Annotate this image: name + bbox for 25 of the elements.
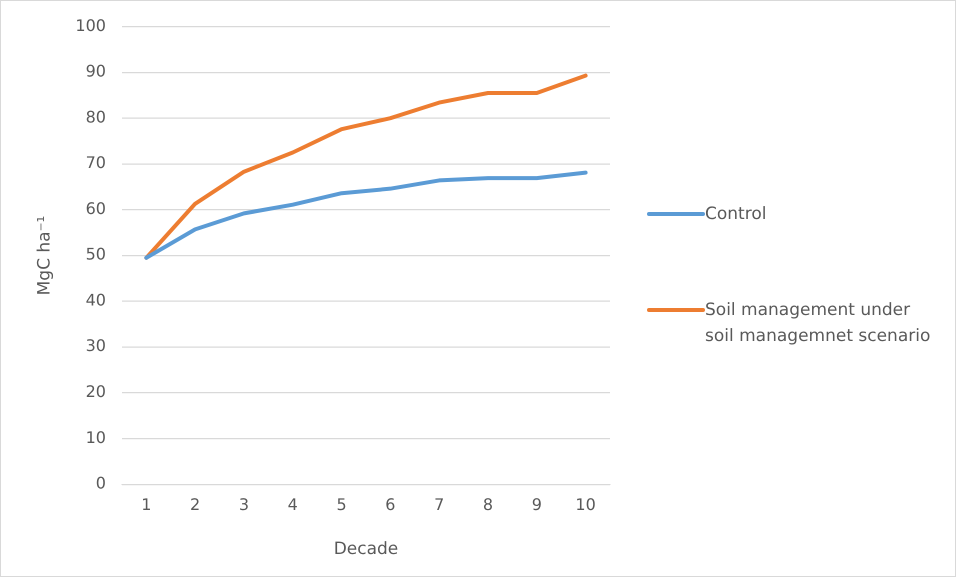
y-tick-label: 90 (86, 62, 106, 81)
y-tick-label: 30 (86, 336, 106, 356)
x-tick-label: 9 (532, 495, 542, 514)
x-tick-label: 7 (434, 495, 444, 514)
x-tick-label: 2 (190, 495, 200, 514)
y-tick-label: 70 (86, 153, 106, 172)
y-tick-label: 80 (86, 107, 106, 126)
legend-label: Control (705, 203, 768, 226)
x-tick-label: 10 (575, 495, 596, 514)
x-tick-label: 3 (238, 495, 250, 514)
y-tick-label: 60 (86, 198, 106, 218)
x-axis-title: Decade (334, 539, 398, 560)
legend-label: Soil management under soil managemnet scenario (705, 299, 932, 348)
x-tick-label: 1 (141, 495, 152, 514)
y-tick-label: 20 (86, 382, 106, 401)
y-tick-label: 100 (75, 16, 106, 35)
x-tick-label: 5 (336, 495, 347, 514)
x-tick-label: 8 (482, 495, 494, 514)
y-tick-label: 40 (86, 290, 106, 310)
y-tick-label: 50 (86, 244, 106, 264)
y-tick-label: 0 (96, 474, 106, 493)
x-tick-label: 6 (385, 495, 396, 514)
y-tick-label: 10 (86, 428, 106, 447)
x-tick-label: 4 (288, 495, 298, 514)
y-axis-title: MgC ha⁻¹ (34, 216, 55, 296)
